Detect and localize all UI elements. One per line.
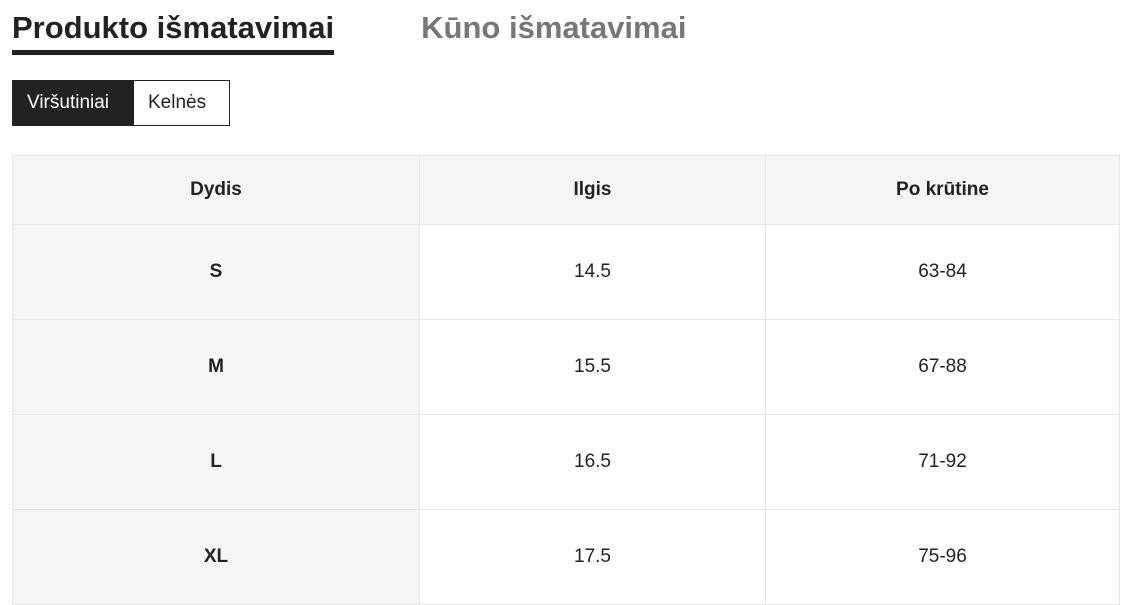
cell-bust: 75-96 xyxy=(765,509,1120,605)
cell-bust: 67-88 xyxy=(765,319,1120,415)
tab-product-measurements[interactable]: Produkto išmatavimai xyxy=(12,6,335,55)
tab-body-measurements[interactable]: Kūno išmatavimai xyxy=(421,10,687,45)
table-header-row: Dydis Ilgis Po krūtine xyxy=(12,155,1120,225)
segment-tops[interactable]: Viršutiniai xyxy=(12,80,134,126)
category-toggle: Viršutiniai Kelnės xyxy=(12,80,230,126)
header-size: Dydis xyxy=(12,155,420,225)
segment-pants[interactable]: Kelnės xyxy=(134,80,230,126)
size-table: Dydis Ilgis Po krūtine S 14.5 63-84 M 15… xyxy=(12,155,1120,605)
cell-size: XL xyxy=(12,509,420,605)
cell-length: 16.5 xyxy=(419,414,766,510)
header-length: Ilgis xyxy=(419,155,766,225)
cell-bust: 63-84 xyxy=(765,224,1120,320)
header-bust: Po krūtine xyxy=(765,155,1120,225)
measurement-tabs: Produkto išmatavimai Kūno išmatavimai xyxy=(12,6,686,55)
table-row: S 14.5 63-84 xyxy=(12,224,1120,320)
cell-size: L xyxy=(12,414,420,510)
table-row: M 15.5 67-88 xyxy=(12,319,1120,415)
cell-length: 14.5 xyxy=(419,224,766,320)
table-row: XL 17.5 75-96 xyxy=(12,509,1120,605)
cell-size: S xyxy=(12,224,420,320)
cell-length: 17.5 xyxy=(419,509,766,605)
cell-bust: 71-92 xyxy=(765,414,1120,510)
cell-size: M xyxy=(12,319,420,415)
cell-length: 15.5 xyxy=(419,319,766,415)
table-row: L 16.5 71-92 xyxy=(12,414,1120,510)
